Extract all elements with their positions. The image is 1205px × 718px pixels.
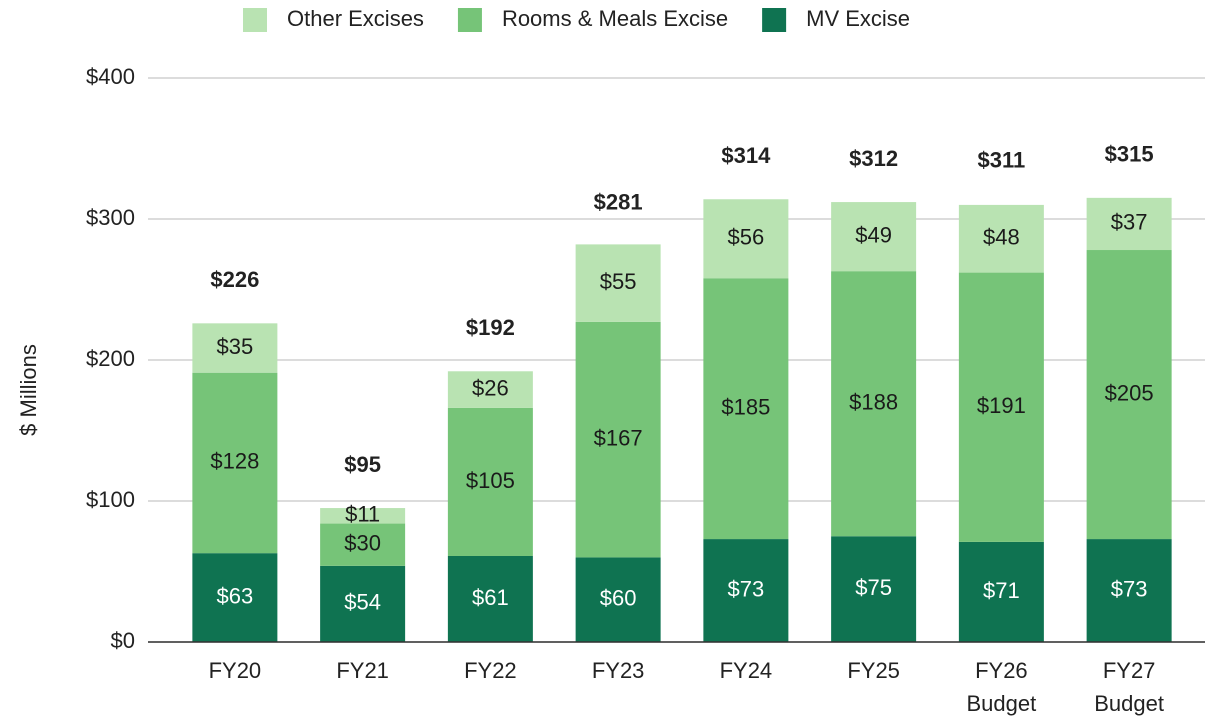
value-label: $37 [1111,210,1148,235]
value-label: $71 [983,578,1020,603]
value-label: $35 [217,334,254,359]
bar-segment [320,508,406,524]
x-tick-label: FY27 [1103,658,1156,683]
total-label: $311 [978,147,1026,172]
value-label: $73 [728,576,765,601]
x-tick-label: FY20 [209,658,262,683]
bar-segment [958,541,1044,642]
value-label: $49 [855,222,892,247]
bar-segment [192,372,278,554]
value-label: $61 [472,585,509,610]
legend-label: Other Excises [287,6,424,31]
x-tick-label: FY23 [592,658,645,683]
value-label: $205 [1105,380,1154,405]
value-label: $55 [600,269,637,294]
bar-segment [1086,250,1172,540]
legend-swatch [457,8,482,32]
y-tick-label: $0 [111,628,135,653]
x-tick-label: FY21 [336,658,389,683]
bar-segment [447,407,533,556]
value-label: $191 [977,393,1026,418]
value-label: $60 [600,586,637,611]
bar-segment [831,271,917,537]
y-tick-label: $300 [86,205,135,230]
bar-segment [192,553,278,642]
bar-segment [575,557,661,642]
value-label: $105 [466,468,515,493]
value-label: $167 [594,425,643,450]
value-label: $128 [210,449,259,474]
bar-segment [320,565,406,642]
bar-segment [320,523,406,566]
value-label: $56 [728,225,765,250]
value-label: $75 [855,575,892,600]
value-label: $188 [849,390,898,415]
bar-segment [958,204,1044,273]
value-label: $48 [983,225,1020,250]
bar-segment [958,272,1044,542]
bar-segment [447,371,533,408]
bar-segment [447,555,533,642]
value-label: $185 [721,394,770,419]
value-label: $54 [344,590,381,615]
total-label: $312 [849,146,898,171]
x-tick-label: Budget [1094,691,1164,716]
legend-label: MV Excise [806,6,910,31]
bar-segment [1086,539,1172,642]
bar-segment [1086,197,1172,251]
value-label: $73 [1111,576,1148,601]
bar-segment [831,536,917,642]
value-label: $63 [217,583,254,608]
total-label: $315 [1105,142,1154,167]
value-label: $30 [344,531,381,556]
y-tick-label: $100 [86,487,135,512]
y-tick-label: $200 [86,346,135,371]
x-tick-label: FY26 [975,658,1028,683]
total-label: $281 [594,190,643,215]
bar-segment [703,278,789,540]
bar-segment [831,202,917,272]
bar-segment [192,323,278,373]
total-label: $192 [466,315,515,340]
bar-segment [575,244,661,322]
y-tick-label: $400 [86,64,135,89]
x-tick-label: FY25 [847,658,900,683]
legend-swatch [243,8,267,32]
bar-segment [703,539,789,642]
legend-swatch [762,8,787,32]
legend-label: Rooms & Meals Excise [502,6,728,31]
bar-segment [575,321,661,558]
x-tick-label: FY24 [720,658,773,683]
total-label: $95 [344,452,381,477]
x-tick-label: FY22 [464,658,517,683]
total-label: $314 [721,143,771,168]
total-label: $226 [210,267,259,292]
value-label: $11 [345,502,380,527]
bar-segment [703,199,789,279]
y-axis-title: $ Millions [16,344,41,436]
x-tick-label: Budget [967,691,1037,716]
value-label: $26 [472,375,509,400]
